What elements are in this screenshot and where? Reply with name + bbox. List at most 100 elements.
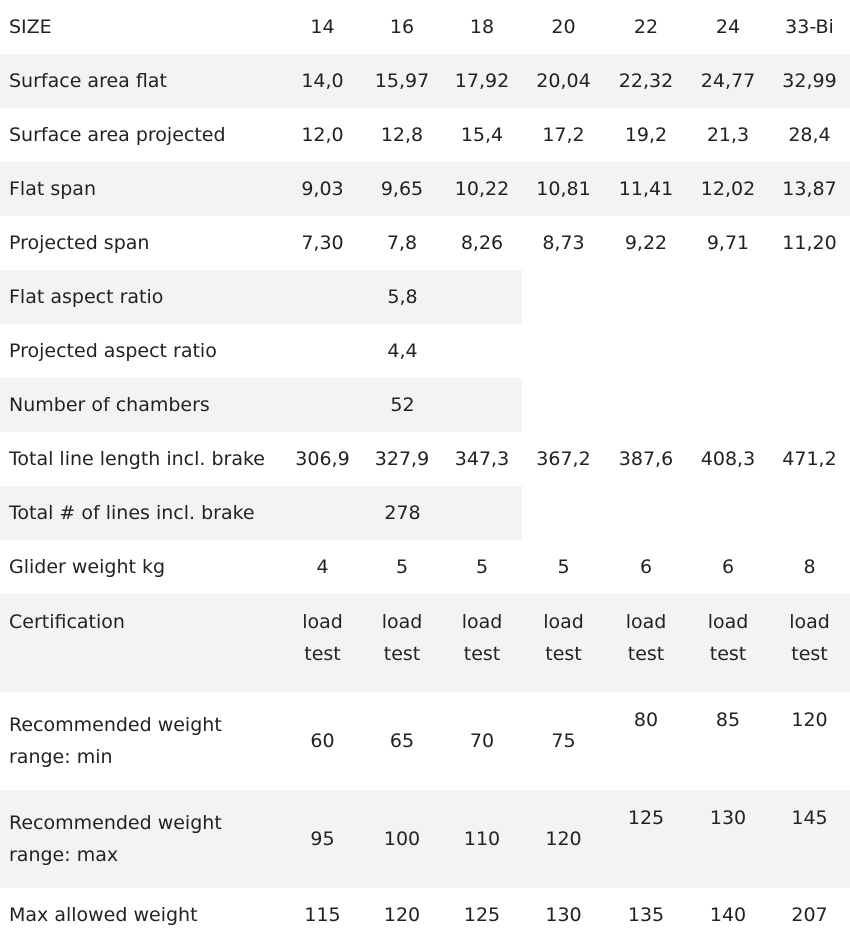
- size-header-label: SIZE: [9, 16, 52, 38]
- table-cell: 4: [316, 556, 329, 578]
- row-label: Certification: [0, 594, 283, 692]
- row-label: Flat span: [0, 162, 283, 216]
- table-cell: 135: [627, 904, 665, 926]
- table-cell: 13,87: [769, 162, 850, 216]
- table-cell: 6: [721, 556, 735, 578]
- table-cell: load test: [442, 594, 522, 692]
- table-cell: 130: [687, 790, 769, 888]
- table-cell: 11,41: [605, 162, 687, 216]
- table-cell: 65: [389, 730, 415, 752]
- table-cell: 15,97: [362, 54, 442, 108]
- table-row: Total line length incl. brake 306,9 327,…: [0, 432, 850, 486]
- table-cell: 125: [605, 790, 687, 888]
- row-label: Projected span: [9, 232, 150, 254]
- table-cell: 7,30: [301, 232, 344, 254]
- size-header: 18: [469, 16, 495, 38]
- row-label: Surface area flat: [0, 54, 283, 108]
- size-header: 22: [633, 16, 659, 38]
- header-row: SIZE 14 16 18 20 22 24 33-Bi: [0, 0, 850, 54]
- table-cell: 95: [283, 790, 362, 888]
- table-cell: load test: [522, 594, 605, 692]
- table-cell: 17,2: [542, 124, 585, 146]
- size-header: 33-Bi: [785, 16, 834, 38]
- empty-cell: [522, 270, 850, 324]
- table-row: Total # of lines incl. brake 278: [0, 486, 850, 540]
- table-cell: 14,0: [283, 54, 362, 108]
- table-cell: 22,32: [605, 54, 687, 108]
- table-cell: 306,9: [295, 448, 350, 470]
- table-cell: 12,0: [301, 124, 344, 146]
- table-cell: 347,3: [454, 448, 510, 470]
- row-label: Surface area projected: [9, 124, 226, 146]
- table-cell: 130: [545, 904, 582, 926]
- table-cell: 52: [283, 378, 522, 432]
- row-label: Max allowed weight: [9, 904, 198, 926]
- table-cell: 9,03: [283, 162, 362, 216]
- row-label: Number of chambers: [0, 378, 283, 432]
- table-row: Max allowed weight 115 120 125 130 135 1…: [0, 888, 850, 942]
- table-cell: load test: [283, 594, 362, 692]
- empty-cell: [522, 486, 850, 540]
- table-cell: load test: [605, 594, 687, 692]
- table-cell: 60: [310, 730, 335, 752]
- table-cell: 120: [383, 904, 421, 926]
- table-cell: 28,4: [788, 124, 831, 146]
- table-row: Recommended weight range: max 95 100 110…: [0, 790, 850, 888]
- table-row: Flat aspect ratio 5,8: [0, 270, 850, 324]
- size-header: 24: [715, 16, 741, 38]
- table-cell: 327,9: [374, 448, 430, 470]
- table-cell: 140: [709, 904, 747, 926]
- table-cell: 5: [475, 556, 489, 578]
- table-cell: 125: [463, 904, 501, 926]
- table-cell: 75: [551, 730, 576, 752]
- table-cell: load test: [687, 594, 769, 692]
- table-cell: 207: [791, 904, 828, 926]
- table-cell: load test: [769, 594, 850, 692]
- table-cell: 6: [639, 556, 653, 578]
- table-row: Surface area projected 12,0 12,8 15,4 17…: [0, 108, 850, 162]
- table-row: Glider weight kg 4 5 5 5 6 6 8: [0, 540, 850, 594]
- table-cell: 85: [715, 709, 741, 731]
- row-label: Projected aspect ratio: [9, 340, 217, 362]
- empty-cell: [522, 324, 850, 378]
- table-cell: 120: [522, 790, 605, 888]
- table-cell: 11,20: [782, 232, 837, 254]
- table-cell: 24,77: [687, 54, 769, 108]
- table-cell: 19,2: [624, 124, 668, 146]
- table-cell: 115: [304, 904, 341, 926]
- table-cell: 21,3: [706, 124, 750, 146]
- table-cell: load test: [362, 594, 442, 692]
- row-label: Flat aspect ratio: [0, 270, 283, 324]
- table-row: Projected aspect ratio 4,4: [0, 324, 850, 378]
- row-label: Glider weight kg: [9, 556, 166, 578]
- empty-cell: [522, 378, 850, 432]
- table-cell: 15,4: [460, 124, 504, 146]
- row-label: Total # of lines incl. brake: [0, 486, 283, 540]
- row-label: Recommended weight range: max: [0, 790, 283, 888]
- table-cell: 100: [362, 790, 442, 888]
- table-cell: 10,81: [522, 162, 605, 216]
- row-label: Total line length incl. brake: [9, 448, 265, 470]
- size-header: 16: [389, 16, 415, 38]
- table-cell: 471,2: [782, 448, 837, 470]
- table-cell: 20,04: [522, 54, 605, 108]
- table-cell: 5,8: [283, 270, 522, 324]
- table-cell: 5: [557, 556, 570, 578]
- table-cell: 12,02: [687, 162, 769, 216]
- size-header: 20: [551, 16, 576, 38]
- table-cell: 17,92: [442, 54, 522, 108]
- table-row: Recommended weight range: min 60 65 70 7…: [0, 692, 850, 790]
- table-cell: 120: [791, 709, 828, 731]
- table-cell: 145: [769, 790, 850, 888]
- table-cell: 387,6: [618, 448, 674, 470]
- size-header: 14: [310, 16, 335, 38]
- table-cell: 9,65: [362, 162, 442, 216]
- table-cell: 5: [395, 556, 409, 578]
- table-cell: 110: [442, 790, 522, 888]
- table-row: Projected span 7,30 7,8 8,26 8,73 9,22 9…: [0, 216, 850, 270]
- table-cell: 278: [283, 486, 522, 540]
- table-cell: 32,99: [769, 54, 850, 108]
- table-cell: 367,2: [536, 448, 591, 470]
- row-label: Recommended weight range: min: [9, 714, 222, 768]
